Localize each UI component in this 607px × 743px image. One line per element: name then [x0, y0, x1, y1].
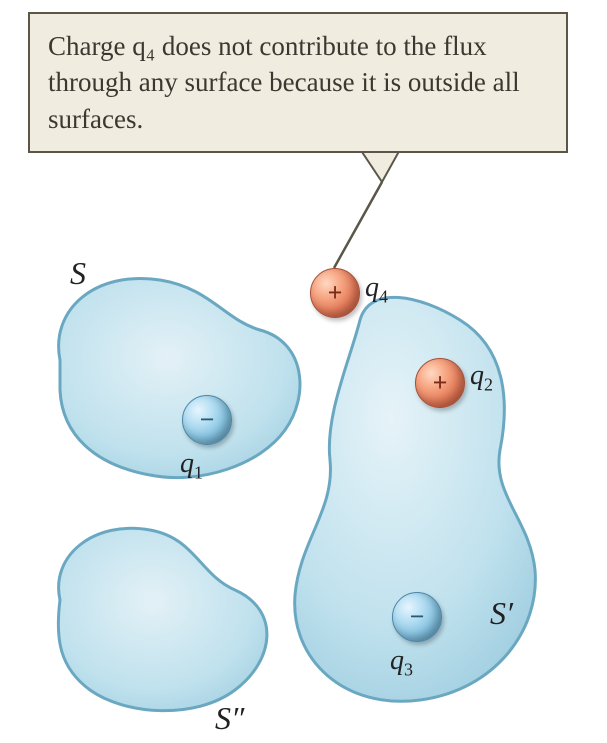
label-q3: q3	[390, 645, 413, 681]
charge-q3: −	[392, 592, 442, 642]
label-q2: q2	[470, 360, 493, 396]
callout-text: Charge q₄ does not contribute to the flu…	[48, 31, 520, 134]
charge-q3-symbol: −	[410, 602, 425, 632]
charge-q4: +	[310, 268, 360, 318]
callout-box: Charge q₄ does not contribute to the flu…	[28, 12, 568, 153]
label-Sdprime: S″	[215, 700, 244, 737]
charge-q2-symbol: +	[433, 368, 448, 398]
surface-Sdprime	[58, 528, 267, 710]
charge-q4-symbol: +	[328, 278, 343, 308]
charge-q1: −	[182, 395, 232, 445]
label-S: S	[70, 255, 86, 292]
label-q1: q1	[180, 448, 203, 484]
charge-q1-symbol: −	[200, 405, 215, 435]
label-Sprime: S′	[490, 595, 513, 632]
label-q4: q4	[365, 272, 388, 308]
pointer-line	[334, 182, 382, 268]
charge-q2: +	[415, 358, 465, 408]
